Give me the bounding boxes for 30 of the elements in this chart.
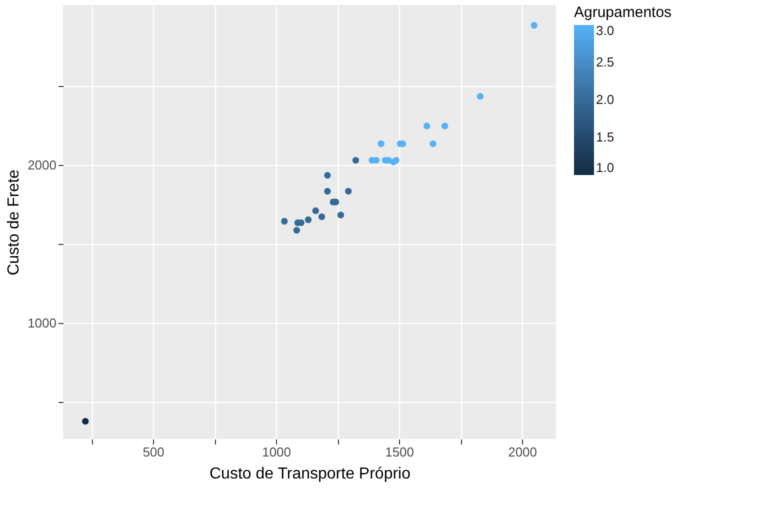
point (82, 418, 89, 425)
point (293, 226, 300, 234)
point (392, 156, 400, 164)
point (281, 218, 288, 225)
point (324, 172, 331, 179)
y-axis-title: Custo de Frete (6, 169, 23, 276)
point (352, 156, 360, 164)
color-bar-label: 2.0 (596, 92, 614, 107)
point (312, 207, 320, 214)
color-bar-label: 1.0 (596, 160, 614, 175)
x-axis-title: Custo de Transporte Próprio (210, 466, 411, 482)
point (378, 140, 384, 148)
point (430, 140, 436, 148)
point (345, 188, 352, 195)
color-bar-title: Agrupamentos (574, 4, 672, 21)
color-bar-label: 1.5 (596, 130, 614, 144)
x-tick-label: 500 (142, 444, 164, 460)
point (324, 188, 331, 195)
point (318, 213, 326, 220)
point (304, 216, 312, 224)
color-bar-label: 3.0 (596, 23, 614, 38)
point (476, 92, 484, 100)
point (530, 22, 538, 29)
color-bar-label: 2.5 (596, 54, 614, 70)
point (337, 212, 344, 218)
point (423, 122, 430, 130)
point (441, 122, 448, 130)
x-tick-label: 1500 (385, 444, 414, 460)
x-tick-label: 1000 (262, 444, 292, 460)
x-tick-label: 2000 (508, 444, 538, 460)
